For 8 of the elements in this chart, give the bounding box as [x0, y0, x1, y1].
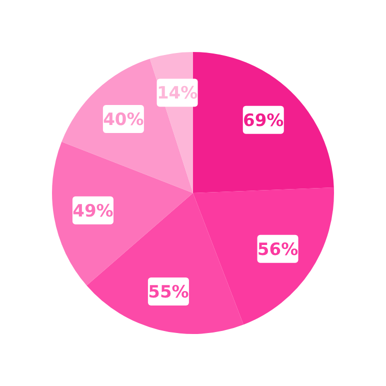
- data-label: 40%: [103, 110, 144, 130]
- pie-slice: [52, 142, 193, 286]
- data-label: 56%: [257, 240, 298, 260]
- data-label: 14%: [156, 84, 198, 104]
- data-label: 69%: [243, 110, 284, 131]
- data-label: 49%: [72, 201, 114, 222]
- data-label: 55%: [148, 282, 189, 303]
- pie-slice: [193, 188, 334, 325]
